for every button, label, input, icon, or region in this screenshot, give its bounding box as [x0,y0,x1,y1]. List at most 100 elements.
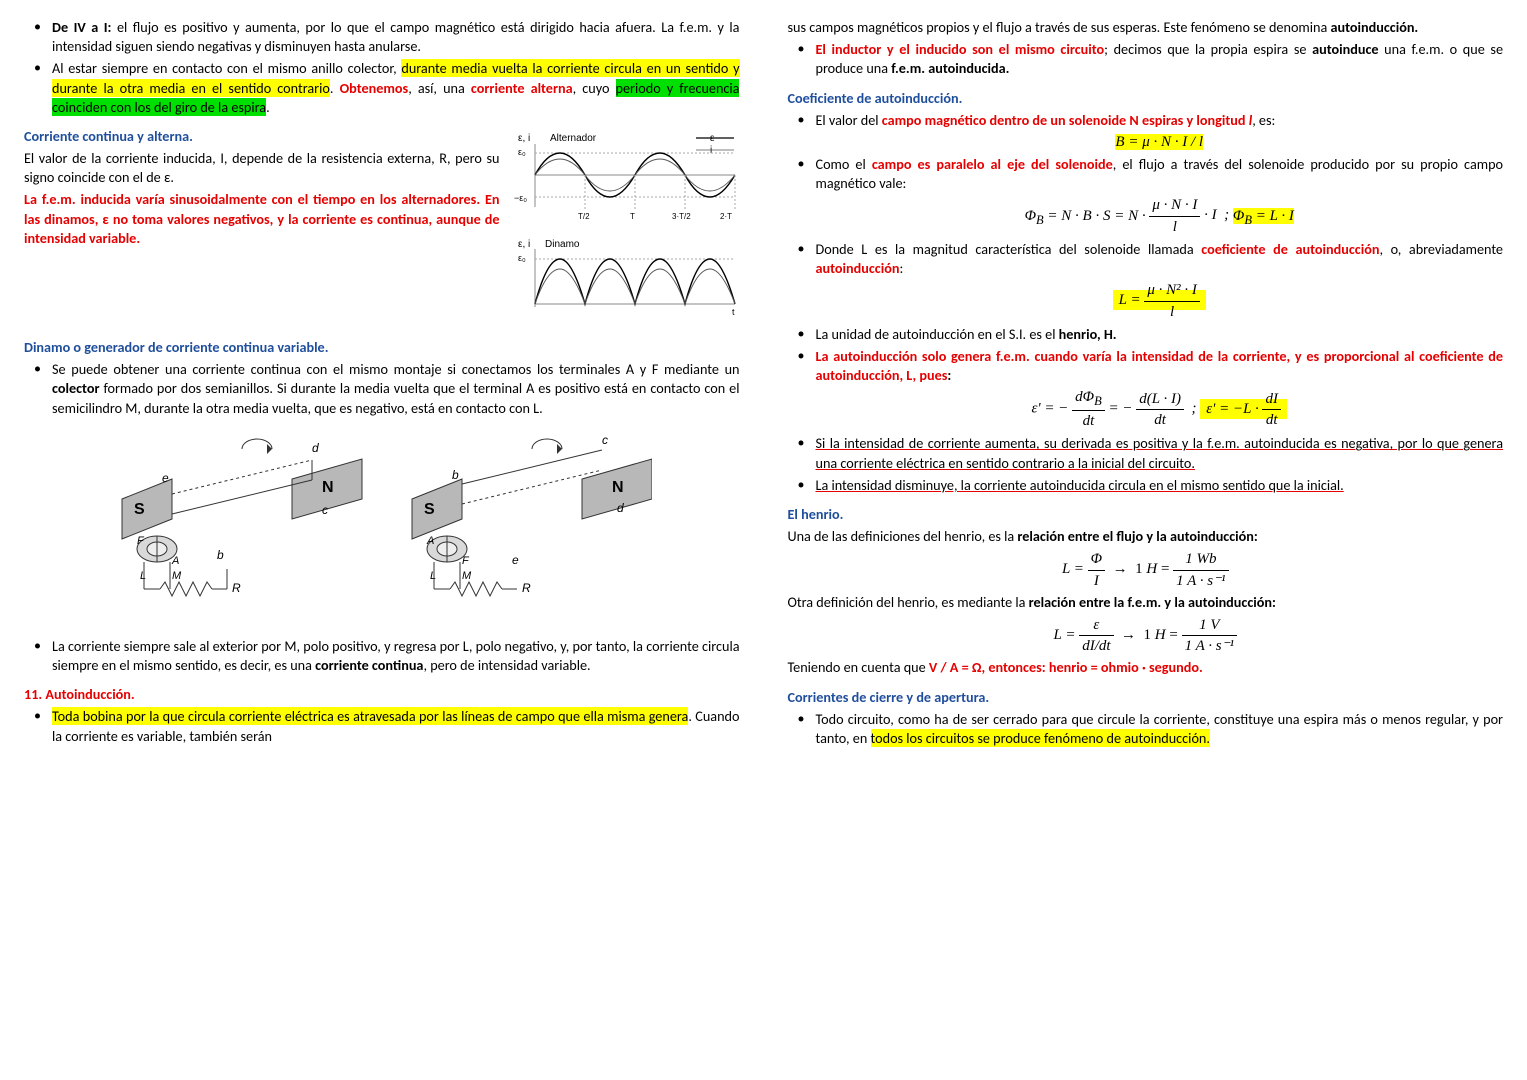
bullet-paralelo: Como el campo es paralelo al eje del sol… [816,155,1504,237]
heading-cierre: Corrientes de cierre y de apertura. [788,688,1504,707]
red: Obtenemos [340,79,409,97]
svg-text:M: M [172,570,182,582]
svg-text:R: R [232,581,241,595]
bn: dI [1262,389,1281,410]
eq-phi: ΦB = N · B · S = N · μ · N · Il · I ; ΦB… [816,195,1504,237]
heading-coef: Coeficiente de autoinducción. [788,89,1504,108]
svg-text:b: b [452,468,459,482]
den: l [1149,217,1200,237]
svg-text:2·T: 2·T [720,212,732,221]
bullet-L-def: Donde L es la magnitud característica de… [816,240,1504,322]
svg-text:R: R [522,581,531,595]
hl: Toda bobina por la que circula corriente… [52,707,688,725]
d1: dt [1072,411,1105,431]
bold-label: De IV a I: [52,18,111,36]
svg-text:M: M [462,570,472,582]
n2: d(L · I) [1136,389,1184,410]
t: formado por dos semianillos. Si durante … [52,379,740,416]
svg-text:d: d [617,501,624,515]
intro-list: De IV a I: el flujo es positivo y aument… [24,18,740,117]
d: dI/dt [1079,636,1113,656]
t: Al estar siempre en contacto con el mism… [52,59,401,77]
t: El valor del [816,111,882,129]
svg-text:ε₀: ε₀ [518,253,526,263]
b: colector [52,379,100,397]
t: La intensidad disminuye, la corriente au… [816,476,1344,494]
b: corriente continua [315,656,423,674]
svg-text:d: d [312,441,319,455]
svg-text:F: F [462,555,470,567]
heading-dinamo: Dinamo o generador de corriente continua… [24,338,740,357]
bullet-disminuye: La intensidad disminuye, la corriente au… [816,476,1504,495]
r: coeficiente de autoinducción [1201,240,1379,258]
svg-text:S: S [424,501,435,518]
t: Una de las definiciones del henrio, es l… [788,527,1018,545]
svg-text:N: N [612,479,624,496]
svg-text:S: S [134,501,145,518]
r: campo es paralelo al eje del solenoide [872,155,1113,173]
svg-text:ε, i: ε, i [518,133,530,144]
figure-waves: Alternador ε, i ε₀ −ε₀ ε i T/2 T 3·T/2 2… [510,129,740,324]
d: 1 A · s⁻¹ [1182,636,1237,656]
hl: todos los circuitos se produce fenómeno … [871,729,1210,747]
bullet-iv-i: De IV a I: el flujo es positivo y aument… [52,18,740,56]
t: Teniendo en cuenta que [788,658,929,676]
bullet-campo-solenoide: El valor del campo magnético dentro de u… [816,111,1504,152]
t: , es: [1252,111,1275,129]
section-autoinduccion: 11. Autoinducción. Toda bobina por la qu… [24,685,740,746]
n: Φ [1088,549,1105,570]
svg-text:A: A [171,555,179,567]
t: La unidad de autoinducción en el S.I. es… [816,325,1059,343]
n1: dΦB [1072,387,1105,411]
r: La autoinducción solo genera f.e.m. cuan… [816,347,1504,384]
text: El valor de la corriente inducida, I, de… [24,149,500,186]
text: el flujo es positivo y aumenta, por lo q… [52,18,739,55]
heading-11: 11. Autoinducción. [24,685,740,704]
svg-text:i: i [710,145,712,156]
t: . [266,98,270,116]
t: , pero de intensidad variable. [423,656,590,674]
r: V / A = Ω, entonces: henrio = ohmio · se… [929,658,1203,676]
t: , o, abreviadamente [1379,240,1503,258]
svg-text:c: c [602,433,608,447]
d: 1 A · s⁻¹ [1173,571,1228,591]
r: campo magnético dentro de un solenoide N… [882,111,1249,129]
b: autoinduce [1312,40,1378,58]
t: Donde L es la magnitud característica de… [816,240,1202,258]
left-column: De IV a I: el flujo es positivo y aument… [24,18,740,751]
eq1: B = μ · N · I / l [1115,134,1203,150]
dynamo-svg: S N d c e b F A L M [112,424,652,624]
p-henrio1: Una de las definiciones del henrio, es l… [788,527,1504,546]
eq-henrio1: L = ΦI → 1 H = 1 Wb1 A · s⁻¹ [788,549,1504,591]
eq-L: L = μ · N² · Il [816,280,1504,322]
den: l [1144,302,1200,322]
eq-eps: ε' = − dΦBdt = − d(L · I)dt ; ε' = −L · … [816,387,1504,431]
svg-text:N: N [322,479,334,496]
bullet-henrio-unit: La unidad de autoinducción en el S.I. es… [816,325,1504,344]
svg-text:−ε₀: −ε₀ [514,193,527,203]
bullet-polo: La corriente siempre sale al exterior po… [52,637,740,675]
t: Otra definición del henrio, es mediante … [788,593,1029,611]
n: 1 V [1182,615,1237,636]
t: Se puede obtener una corriente continua … [52,360,740,378]
r: El inductor y el inducido son el mismo c… [816,40,1105,58]
box: ΦB = L · I [1233,208,1294,224]
b: relación entre la f.e.m. y la autoinducc… [1029,593,1276,611]
p-henrio2: Otra definición del henrio, es mediante … [788,593,1504,612]
svg-text:Dinamo: Dinamo [545,239,580,250]
p-campos: sus campos magnéticos propios y el flujo… [788,18,1504,37]
d: I [1088,571,1105,591]
bullet-aumenta: Si la intensidad de corriente aumenta, s… [816,434,1504,472]
svg-text:L: L [430,570,436,582]
svg-text:c: c [322,503,328,517]
b: f.e.m. autoinducida. [891,59,1009,77]
svg-text:t: t [732,307,735,317]
section-cc-alterna: Alternador ε, i ε₀ −ε₀ ε i T/2 T 3·T/2 2… [24,127,740,328]
bullet-anillo: Al estar siempre en contacto con el mism… [52,59,740,117]
svg-text:b: b [217,548,224,562]
section-cierre: Corrientes de cierre y de apertura. Todo… [788,688,1504,749]
bullet-circuito: Todo circuito, como ha de ser cerrado pa… [816,710,1504,748]
right-column: sus campos magnéticos propios y el flujo… [788,18,1504,751]
svg-text:A: A [426,535,434,547]
heading-henrio: El henrio. [788,505,1504,524]
